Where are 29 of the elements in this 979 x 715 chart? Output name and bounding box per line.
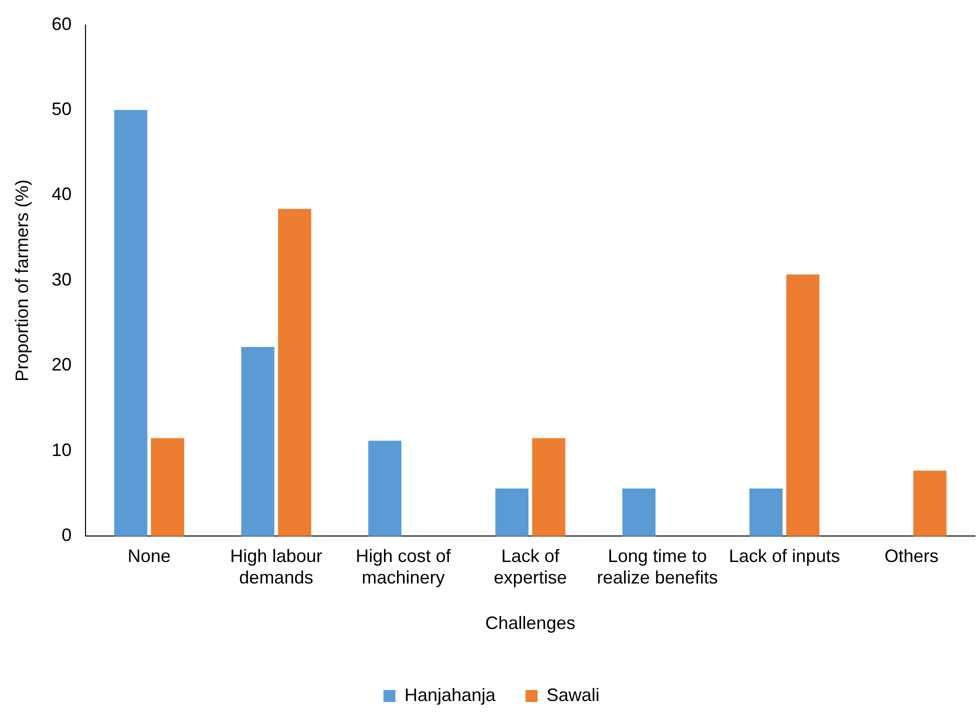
x-tick-label: Lack of expertise <box>494 546 567 588</box>
y-tick-label: 60 <box>52 14 72 34</box>
bar <box>114 110 148 536</box>
bar <box>278 208 312 536</box>
y-axis-title: Proportion of farmers (%) <box>12 179 32 382</box>
bar <box>241 346 274 536</box>
bar <box>913 470 946 536</box>
y-tick-label: 10 <box>52 440 72 460</box>
y-tick-label: 40 <box>52 184 72 204</box>
bar <box>368 440 402 536</box>
bar <box>532 438 566 536</box>
bar <box>786 274 820 536</box>
x-tick-label: High cost of machinery <box>356 546 452 588</box>
y-tick-label: 50 <box>52 99 72 119</box>
x-tick-label: Lack of inputs <box>728 546 840 566</box>
y-tick-label: 0 <box>62 525 72 546</box>
x-axis-title: Challenges <box>485 613 576 634</box>
legend-label: Sawali <box>546 684 600 705</box>
bar <box>150 438 184 536</box>
bar <box>749 488 783 536</box>
x-tick-label: Others <box>884 546 938 566</box>
legend-label: Hanjahanja <box>404 684 497 705</box>
x-tick-label: None <box>128 546 171 566</box>
y-tick-label: 20 <box>52 354 72 375</box>
bar <box>495 488 528 536</box>
bar <box>622 488 656 536</box>
y-tick-label: 30 <box>52 269 72 290</box>
x-tick-label: High labour demands <box>230 546 322 588</box>
x-tick-label: Long time to realize benefits <box>596 546 718 588</box>
